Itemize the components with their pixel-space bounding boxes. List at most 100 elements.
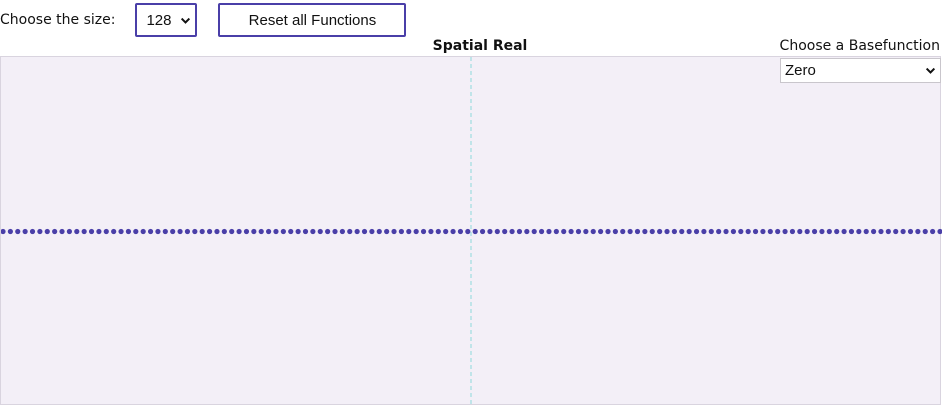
data-point[interactable] — [871, 228, 877, 235]
data-point[interactable] — [730, 228, 737, 235]
data-point[interactable] — [206, 228, 213, 235]
data-point[interactable] — [420, 228, 427, 235]
data-point[interactable] — [789, 228, 796, 235]
data-point[interactable] — [214, 228, 220, 235]
data-point[interactable] — [546, 228, 552, 235]
data-point[interactable] — [775, 228, 781, 235]
data-point[interactable] — [568, 228, 574, 235]
data-point[interactable] — [295, 228, 301, 235]
data-point[interactable] — [848, 228, 855, 235]
data-point[interactable] — [280, 228, 286, 235]
data-point[interactable] — [922, 228, 928, 235]
data-point[interactable] — [811, 228, 818, 235]
data-point[interactable] — [221, 228, 227, 235]
data-point[interactable] — [679, 228, 685, 235]
data-point[interactable] — [347, 228, 353, 235]
data-point[interactable] — [937, 228, 942, 235]
data-point[interactable] — [465, 228, 471, 235]
data-point[interactable] — [767, 228, 773, 235]
size-select[interactable]: 128 — [135, 3, 198, 37]
data-point[interactable] — [538, 228, 545, 235]
data-point[interactable] — [575, 228, 582, 235]
data-point[interactable] — [590, 228, 596, 235]
data-point[interactable] — [125, 228, 132, 235]
data-point[interactable] — [111, 228, 117, 235]
data-point[interactable] — [52, 228, 58, 235]
data-point[interactable] — [863, 228, 869, 235]
data-point[interactable] — [332, 228, 338, 235]
data-point[interactable] — [273, 228, 279, 235]
data-point[interactable] — [856, 228, 862, 235]
data-point[interactable] — [553, 228, 559, 235]
data-point[interactable] — [384, 228, 390, 235]
data-point[interactable] — [369, 228, 375, 235]
data-point[interactable] — [147, 228, 154, 235]
data-point[interactable] — [708, 228, 714, 235]
data-point[interactable] — [531, 228, 537, 235]
data-point[interactable] — [29, 228, 36, 235]
data-point[interactable] — [37, 228, 43, 235]
data-point[interactable] — [15, 228, 21, 235]
spatial-real-plot[interactable] — [1, 57, 942, 406]
data-point[interactable] — [310, 228, 316, 235]
data-point[interactable] — [74, 228, 80, 235]
data-point[interactable] — [162, 228, 168, 235]
data-point[interactable] — [885, 228, 891, 235]
data-point[interactable] — [760, 228, 766, 235]
data-point[interactable] — [487, 228, 493, 235]
data-point[interactable] — [634, 228, 641, 235]
data-point[interactable] — [797, 228, 803, 235]
data-point[interactable] — [1, 228, 6, 235]
data-point[interactable] — [170, 228, 176, 235]
data-point[interactable] — [44, 228, 50, 235]
data-point[interactable] — [479, 228, 486, 235]
data-point[interactable] — [583, 228, 589, 235]
data-point[interactable] — [620, 228, 626, 235]
data-point[interactable] — [686, 228, 692, 235]
data-point[interactable] — [701, 228, 707, 235]
data-point[interactable] — [413, 228, 419, 235]
data-point[interactable] — [177, 228, 183, 235]
data-point[interactable] — [752, 228, 759, 235]
data-point[interactable] — [288, 228, 294, 235]
data-point[interactable] — [103, 228, 109, 235]
data-point[interactable] — [900, 228, 906, 235]
data-point[interactable] — [930, 228, 936, 235]
data-point[interactable] — [133, 228, 139, 235]
data-point[interactable] — [627, 228, 633, 235]
data-point[interactable] — [325, 228, 331, 235]
data-point[interactable] — [339, 228, 345, 235]
data-point[interactable] — [88, 228, 95, 235]
data-point[interactable] — [184, 228, 191, 235]
data-point[interactable] — [561, 228, 567, 235]
data-point[interactable] — [878, 228, 884, 235]
data-point[interactable] — [7, 228, 13, 235]
data-point[interactable] — [236, 228, 242, 235]
data-point[interactable] — [354, 228, 360, 235]
data-point[interactable] — [907, 228, 914, 235]
data-point[interactable] — [450, 228, 456, 235]
data-point[interactable] — [140, 228, 146, 235]
data-point[interactable] — [391, 228, 397, 235]
data-point[interactable] — [22, 228, 28, 235]
data-point[interactable] — [738, 228, 744, 235]
basefunction-select[interactable]: Zero — [780, 58, 941, 83]
data-point[interactable] — [302, 228, 309, 235]
data-point[interactable] — [398, 228, 405, 235]
data-point[interactable] — [251, 228, 257, 235]
data-point[interactable] — [59, 228, 65, 235]
data-point[interactable] — [693, 228, 700, 235]
data-point[interactable] — [915, 228, 921, 235]
data-point[interactable] — [509, 228, 515, 235]
reset-all-functions-button[interactable]: Reset all Functions — [218, 3, 407, 37]
data-point[interactable] — [841, 228, 847, 235]
data-point[interactable] — [118, 228, 124, 235]
data-point[interactable] — [81, 228, 87, 235]
data-point[interactable] — [229, 228, 235, 235]
data-point[interactable] — [782, 228, 788, 235]
data-point[interactable] — [819, 228, 825, 235]
data-point[interactable] — [96, 228, 102, 235]
data-point[interactable] — [406, 228, 412, 235]
data-point[interactable] — [524, 228, 530, 235]
data-point[interactable] — [657, 228, 663, 235]
